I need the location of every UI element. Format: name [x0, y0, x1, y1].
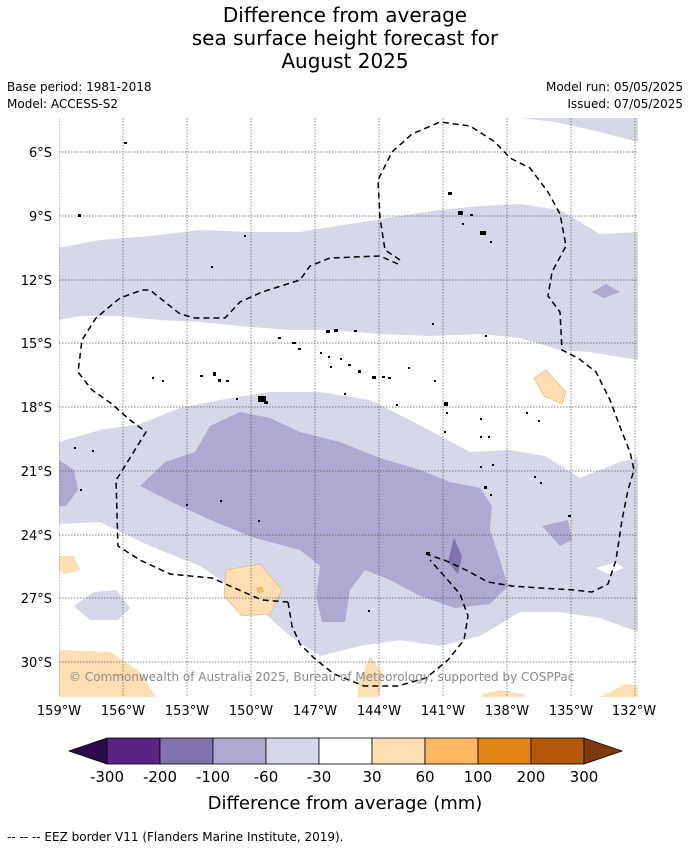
- lat-label: 18°S: [21, 401, 52, 416]
- model-name: Model: ACCESS-S2: [7, 97, 119, 111]
- lat-label: 21°S: [21, 465, 52, 480]
- lon-label: 159°W: [37, 704, 81, 719]
- lat-label: 9°S: [29, 210, 52, 225]
- chart-title: Difference from average sea surface heig…: [0, 4, 690, 73]
- lat-label: 27°S: [21, 592, 52, 607]
- footnote: -- -- -- EEZ border V11 (Flanders Marine…: [7, 830, 344, 844]
- islands: [74, 142, 571, 612]
- anomaly-region-medium-west: [59, 460, 78, 506]
- map-plot-area: [59, 118, 638, 697]
- colorbar-segment: [159, 737, 214, 765]
- colorbar-segment: [318, 737, 373, 765]
- lat-labels: 6°S 9°S 12°S 15°S 18°S 21°S 24°S 27°S 30…: [21, 146, 52, 671]
- lon-label: 138°W: [485, 704, 529, 719]
- colorbar-segment: [424, 737, 479, 765]
- colorbar-segment: [477, 737, 532, 765]
- colorbar-tick: -200: [143, 768, 177, 786]
- eez-border-north: [77, 255, 399, 603]
- lon-label: 132°W: [612, 704, 656, 719]
- anomaly-region-light-north: [59, 204, 638, 360]
- colorbar: [67, 737, 624, 765]
- colorbar-tick: -300: [90, 768, 124, 786]
- colorbar-tick: -60: [254, 768, 279, 786]
- meta-left: Base period: 1981-2018 Model: ACCESS-S2: [7, 79, 152, 113]
- meta-right: Model run: 05/05/2025 Issued: 07/05/2025: [546, 79, 683, 113]
- anomaly-region-positive-7: [600, 684, 638, 697]
- model-run: Model run: 05/05/2025: [545, 80, 683, 94]
- colorbar-segment: [265, 737, 320, 765]
- colorbar-extend-high: [583, 737, 624, 765]
- lon-label: 153°W: [165, 704, 209, 719]
- lon-label: 141°W: [421, 704, 465, 719]
- colorbar-tick: 30: [362, 768, 381, 786]
- anomaly-region-medium-east: [542, 520, 572, 546]
- copyright-text: © Commonwealth of Australia 2025, Bureau…: [69, 670, 574, 684]
- anomaly-region-positive-3: [59, 556, 80, 574]
- colorbar-tick: 300: [570, 768, 599, 786]
- colorbar-ticks: -300 -200 -100 -60 -30 30 60 100 200 300: [90, 768, 598, 786]
- lat-label: 30°S: [21, 656, 52, 671]
- colorbar-tick: -30: [307, 768, 332, 786]
- colorbar-tick: 60: [415, 768, 434, 786]
- anomaly-region-positive-2: [533, 369, 567, 405]
- lon-label: 147°W: [293, 704, 337, 719]
- lon-label: 150°W: [229, 704, 273, 719]
- lon-label: 144°W: [357, 704, 401, 719]
- lon-label: 156°W: [101, 704, 145, 719]
- eez-border-loop-top: [377, 121, 635, 593]
- eez-borders: [77, 121, 635, 687]
- anomaly-region-positive-6: [482, 690, 524, 697]
- lat-label: 6°S: [29, 146, 52, 161]
- lat-label: 15°S: [21, 337, 52, 352]
- colorbar-segment: [106, 737, 161, 765]
- colorbar-tick: -100: [196, 768, 230, 786]
- lat-label: 12°S: [21, 274, 52, 289]
- lon-label: 135°W: [549, 704, 593, 719]
- base-period: Base period: 1981-2018: [7, 80, 152, 94]
- anomaly-region-light-sw: [74, 590, 130, 620]
- title-line-2: sea surface height forecast for: [191, 26, 499, 50]
- colorbar-extend-low: [67, 737, 108, 765]
- lat-label: 24°S: [21, 529, 52, 544]
- lon-labels: 159°W 156°W 153°W 150°W 147°W 144°W 141°…: [37, 704, 656, 719]
- issued-date: Issued: 07/05/2025: [567, 97, 683, 111]
- anomaly-region-positive-1: [223, 563, 283, 617]
- anomaly-region-positive-8: [256, 586, 264, 593]
- title-line-3: August 2025: [281, 49, 409, 73]
- gridlines: [59, 118, 638, 697]
- anomaly-region-medium: [140, 412, 508, 622]
- anomaly-region-dark: [448, 538, 462, 574]
- title-line-1: Difference from average: [222, 3, 468, 27]
- colorbar-segment: [212, 737, 267, 765]
- colorbar-segment: [371, 737, 426, 765]
- anomaly-region-light-ne: [520, 118, 638, 142]
- colorbar-tick: 200: [517, 768, 546, 786]
- eez-border-south: [287, 559, 469, 687]
- colorbar-label: Difference from average (mm): [207, 793, 483, 814]
- neutral-gap-1: [596, 562, 624, 574]
- anomaly-region-medium-ne: [592, 284, 620, 298]
- colorbar-segment: [530, 737, 585, 765]
- colorbar-tick: 100: [464, 768, 493, 786]
